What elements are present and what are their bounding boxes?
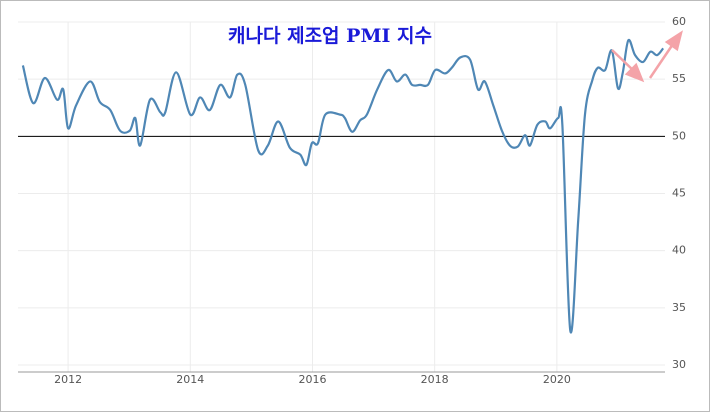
y-tick-label: 50 (672, 129, 686, 142)
x-tick-label: 2020 (543, 373, 571, 386)
trend-arrows (611, 30, 683, 83)
y-tick-label: 35 (672, 301, 686, 314)
series-line (21, 38, 665, 334)
y-tick-label: 55 (672, 72, 686, 85)
y-tick-label: 40 (672, 244, 686, 257)
x-tick-label: 2018 (421, 373, 449, 386)
plot (18, 38, 665, 334)
y-tick-label: 60 (672, 15, 686, 28)
x-tick-label: 2016 (298, 373, 326, 386)
chart-title: 캐나다 제조업 PMI 지수 (228, 25, 432, 47)
y-tick-label: 45 (672, 187, 686, 200)
x-tick-label: 2014 (176, 373, 204, 386)
y-tick-label: 30 (672, 358, 686, 371)
grid (18, 21, 665, 372)
x-tick-label: 2012 (54, 373, 82, 386)
